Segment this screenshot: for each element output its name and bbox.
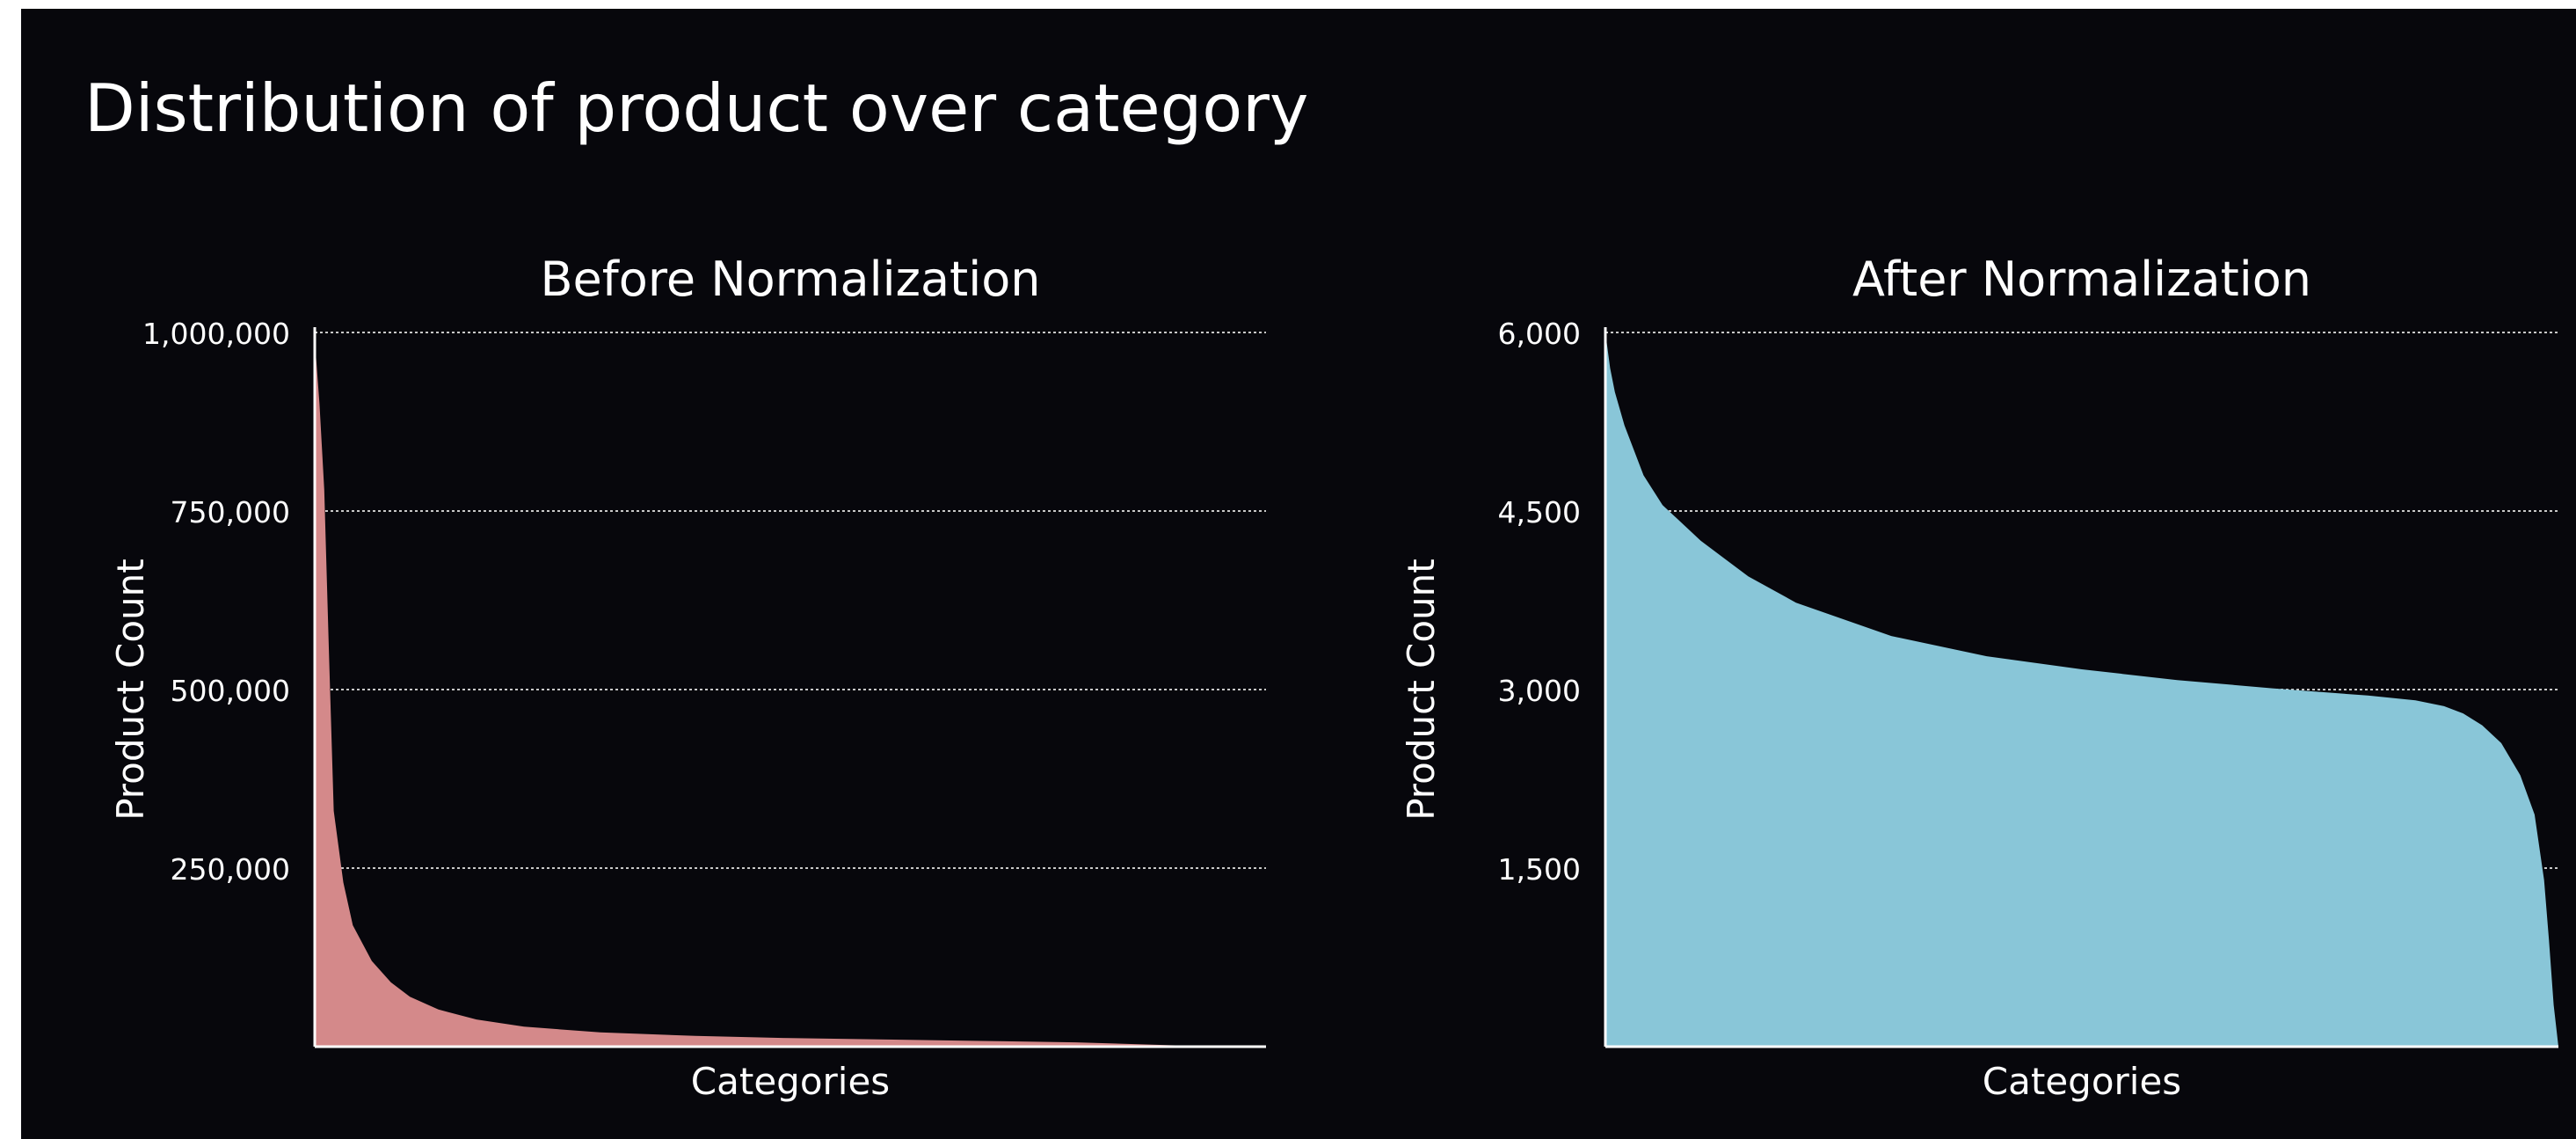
after-x-axis-label: Categories (1983, 1060, 2181, 1103)
after-y-axis-label: Product Count (1400, 559, 1443, 821)
page-title: Distribution of product over category (84, 69, 1309, 147)
before-ytick-label: 250,000 (171, 852, 290, 887)
before-ytick-label: 500,000 (171, 674, 290, 708)
before-ytick-label: 1,000,000 (142, 317, 290, 351)
before-ytick-label: 750,000 (171, 495, 290, 529)
after-ytick-label: 1,500 (1498, 852, 1581, 887)
before-x-axis-label: Categories (691, 1060, 890, 1103)
after-ytick-label: 3,000 (1498, 674, 1581, 708)
after-area-series (1605, 332, 2558, 1047)
before-area-series (315, 340, 1266, 1048)
after-chart-title: After Normalization (1852, 252, 2311, 307)
after-ytick-label: 6,000 (1498, 317, 1581, 351)
before-chart-title: Before Normalization (541, 252, 1041, 307)
after-ytick-label: 4,500 (1498, 495, 1581, 529)
before-y-axis-label: Product Count (109, 559, 152, 821)
